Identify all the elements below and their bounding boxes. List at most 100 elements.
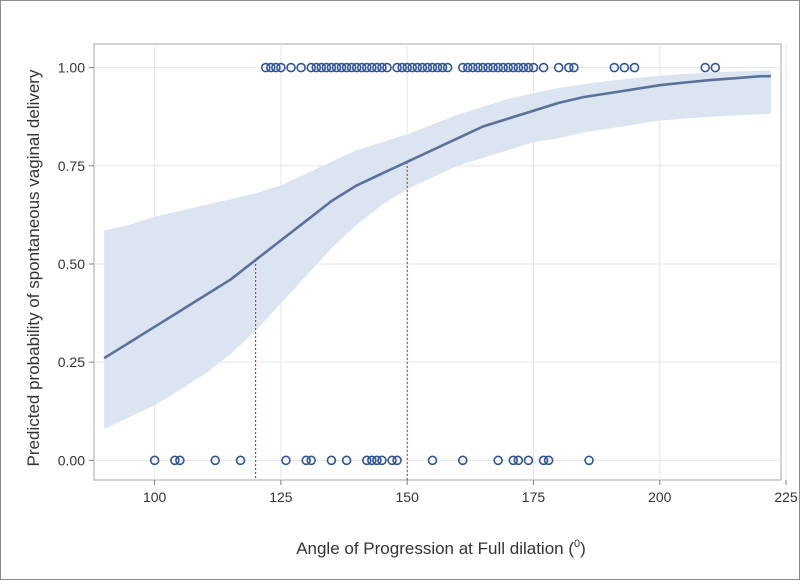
observation-point-delivered xyxy=(569,62,579,73)
observation-point-not-delivered xyxy=(301,455,311,466)
observation-point-delivered xyxy=(457,62,468,73)
observation-point-delivered xyxy=(341,62,352,73)
observation-points xyxy=(149,62,721,466)
x-tick-label: 175 xyxy=(522,489,546,505)
observation-point-delivered xyxy=(437,62,448,73)
observation-point-delivered xyxy=(367,62,377,73)
observation-point-not-delivered xyxy=(235,455,246,466)
prediction-line xyxy=(103,74,771,360)
x-tick-label: 100 xyxy=(143,489,167,505)
observation-point-delivered xyxy=(402,62,412,73)
y-axis-ticks: 0.00 0.25 0.50 0.75 1.00 xyxy=(58,60,94,468)
observation-point-delivered xyxy=(523,62,534,73)
observation-point-not-delivered xyxy=(457,455,468,466)
x-axis-label: Angle of Progression at Full dilation (0… xyxy=(296,538,586,558)
observation-point-not-delivered xyxy=(427,455,438,466)
observation-point-delivered xyxy=(508,62,519,73)
y-axis-label: Predicted probability of spontaneous vag… xyxy=(24,69,43,466)
observation-point-delivered xyxy=(331,62,342,73)
x-axis-label-suffix: ) xyxy=(580,539,586,558)
observation-point-delivered xyxy=(356,62,367,73)
observation-point-delivered xyxy=(463,62,473,73)
observation-point-delivered xyxy=(528,62,539,73)
y-tick-label: 0.25 xyxy=(58,354,85,370)
observation-point-not-delivered xyxy=(175,455,185,466)
observation-point-delivered xyxy=(336,62,347,73)
observation-point-delivered xyxy=(271,62,281,73)
observation-point-delivered xyxy=(518,62,529,73)
observation-point-delivered xyxy=(468,62,478,73)
observation-point-not-delivered xyxy=(367,455,377,466)
confidence-band xyxy=(104,70,771,429)
observation-point-delivered xyxy=(286,62,296,73)
observation-point-not-delivered xyxy=(543,455,554,466)
observation-point-not-delivered xyxy=(377,455,387,466)
observation-point-delivered xyxy=(629,62,640,73)
observation-point-delivered xyxy=(377,62,387,73)
observation-point-delivered xyxy=(266,62,276,73)
prediction-line-group xyxy=(103,74,771,360)
observation-point-delivered xyxy=(538,62,549,73)
observation-point-delivered xyxy=(351,62,362,73)
observation-point-delivered xyxy=(493,62,503,73)
observation-point-not-delivered xyxy=(341,455,352,466)
observation-point-delivered xyxy=(619,62,630,73)
observation-point-delivered xyxy=(316,62,327,73)
x-axis-label-superscript: 0 xyxy=(574,538,580,550)
x-tick-label: 225 xyxy=(774,489,798,505)
observation-point-delivered xyxy=(276,62,286,73)
x-tick-label: 150 xyxy=(396,489,420,505)
observation-point-delivered xyxy=(326,62,337,73)
observation-point-delivered xyxy=(700,62,711,73)
observation-point-delivered xyxy=(422,62,433,73)
observation-point-delivered xyxy=(412,62,423,73)
observation-point-delivered xyxy=(397,62,407,73)
observation-point-not-delivered xyxy=(493,455,503,466)
observation-point-delivered xyxy=(488,62,498,73)
observation-point-delivered xyxy=(306,62,317,73)
x-axis-ticks: 100 125 150 175 200 225 xyxy=(143,480,798,505)
observation-point-delivered xyxy=(442,62,453,73)
observation-point-not-delivered xyxy=(361,455,372,466)
observation-point-delivered xyxy=(321,62,332,73)
observation-point-not-delivered xyxy=(372,455,382,466)
observation-point-delivered xyxy=(553,62,564,73)
observation-point-delivered xyxy=(498,62,508,73)
observation-point-delivered xyxy=(311,62,322,73)
observation-point-delivered xyxy=(296,62,306,73)
observation-point-not-delivered xyxy=(281,455,291,466)
observation-point-delivered xyxy=(710,62,721,73)
observation-point-not-delivered xyxy=(584,455,594,466)
observation-point-delivered xyxy=(361,62,372,73)
observation-point-not-delivered xyxy=(538,455,549,466)
observation-point-delivered xyxy=(432,62,443,73)
observation-point-delivered xyxy=(609,62,620,73)
observation-point-delivered xyxy=(392,62,402,73)
observation-point-delivered xyxy=(372,62,382,73)
y-tick-label: 0.50 xyxy=(58,256,85,272)
observation-point-delivered xyxy=(478,62,488,73)
observation-point-not-delivered xyxy=(326,455,337,466)
observation-point-not-delivered xyxy=(149,455,160,466)
y-tick-label: 1.00 xyxy=(58,60,85,76)
observation-point-delivered xyxy=(483,62,493,73)
observation-point-not-delivered xyxy=(210,455,221,466)
observation-point-delivered xyxy=(473,62,483,73)
y-tick-label: 0.00 xyxy=(58,452,85,468)
x-tick-label: 125 xyxy=(269,489,293,505)
observation-point-not-delivered xyxy=(523,455,534,466)
observation-point-not-delivered xyxy=(392,455,402,466)
observation-point-delivered xyxy=(427,62,438,73)
observation-point-delivered xyxy=(417,62,428,73)
observation-point-not-delivered xyxy=(306,455,317,466)
observation-point-delivered xyxy=(260,62,271,73)
observation-point-delivered xyxy=(564,62,574,73)
observation-point-delivered xyxy=(382,62,392,73)
reference-lines xyxy=(255,161,408,480)
observation-point-delivered xyxy=(503,62,514,73)
observation-point-delivered xyxy=(407,62,418,73)
x-tick-label: 200 xyxy=(648,489,672,505)
observation-point-delivered xyxy=(513,62,524,73)
